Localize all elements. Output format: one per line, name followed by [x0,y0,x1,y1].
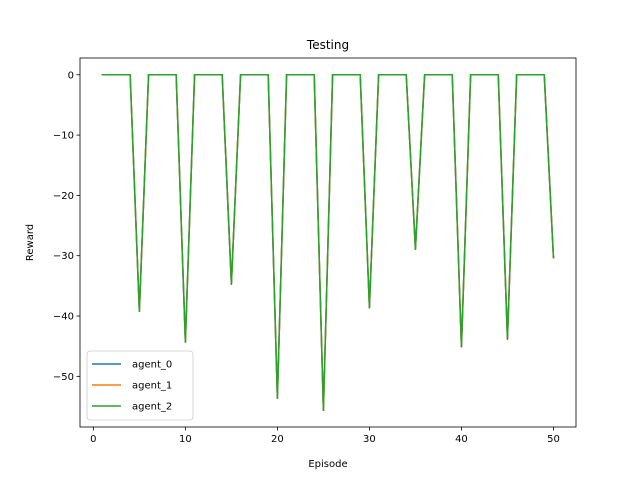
data-point-agent_2-16 [239,74,242,76]
x-axis: 0 10 20 30 40 50 [90,427,560,445]
legend: agent_0 agent_1 agent_2 [86,350,194,421]
data-point-agent_2-5 [138,310,141,312]
data-point-agent_2-18 [258,74,260,76]
data-point-agent_2-17 [249,74,251,76]
chart-title: Testing [306,38,349,52]
data-point-agent_2-30 [368,306,371,309]
data-point-agent_2-1 [101,74,104,76]
data-point-agent_2-38 [442,74,444,76]
data-point-agent_2-27 [341,74,343,76]
data-point-agent_2-20 [276,397,279,399]
x-tick-label: 0 [90,434,96,445]
data-point-agent_2-33 [396,74,398,76]
legend-box [86,350,194,421]
y-tick-label: 0 [68,70,74,81]
data-point-agent_2-49 [543,74,545,76]
data-point-agent_2-9 [175,74,177,76]
series-layer [101,74,555,411]
data-point-agent_2-7 [157,74,159,76]
legend-label-agent_2: agent_2 [132,402,172,413]
legend-entries: agent_0 agent_1 agent_2 [92,360,172,413]
data-point-agent_2-31 [377,74,380,76]
data-point-agent_2-47 [525,74,527,76]
data-point-agent_2-23 [304,74,306,76]
data-point-agent_2-2 [111,74,113,76]
data-point-agent_2-12 [203,74,205,76]
data-point-agent_2-25 [322,409,325,411]
data-point-agent_2-26 [331,74,334,76]
x-tick-label: 10 [179,434,192,445]
x-tick-label: 20 [271,434,284,445]
data-point-agent_2-13 [212,74,214,76]
data-point-agent_2-32 [387,74,389,76]
data-point-agent_2-4 [129,74,131,76]
data-point-agent_2-43 [488,74,490,76]
data-point-agent_2-28 [350,74,352,76]
data-point-agent_2-50 [552,256,555,259]
data-point-agent_2-35 [414,248,417,250]
y-axis: 0 −10 −20 −30 −40 −50 [53,70,80,383]
x-tick-label: 50 [547,434,560,445]
data-point-agent_2-8 [166,74,168,76]
data-point-agent_2-29 [359,74,361,76]
y-tick-label: −10 [53,131,74,142]
data-point-agent_2-3 [120,74,122,76]
data-point-agent_2-45 [506,338,509,340]
data-point-agent_2-19 [267,74,269,76]
plot-frame [79,57,577,428]
data-point-agent_2-46 [515,74,518,76]
series-line-agent_2 [101,74,555,411]
data-point-agent_2-14 [221,74,223,76]
data-point-agent_2-40 [460,346,463,348]
data-point-agent_2-44 [497,74,499,76]
y-tick-label: −30 [53,251,74,262]
data-point-agent_2-42 [479,74,481,76]
data-point-agent_2-15 [230,283,233,285]
legend-label-agent_0: agent_0 [132,360,172,371]
data-point-agent_2-22 [295,74,297,76]
data-point-agent_2-36 [423,74,426,76]
x-tick-label: 40 [455,434,468,445]
data-point-agent_2-37 [433,74,435,76]
y-tick-label: −50 [53,372,74,383]
data-point-agent_2-41 [469,74,472,76]
data-point-agent_2-39 [451,74,453,76]
data-point-agent_2-11 [193,74,196,76]
data-point-agent_2-34 [405,74,407,76]
y-tick-label: −20 [53,191,74,202]
data-point-agent_2-21 [285,74,288,76]
data-point-agent_2-10 [184,341,187,343]
data-point-agent_2-24 [313,74,315,76]
x-axis-title: Episode [308,459,347,470]
x-tick-label: 30 [363,434,376,445]
legend-label-agent_1: agent_1 [132,381,172,392]
y-axis-title: Reward [25,224,36,261]
data-point-agent_2-48 [534,74,536,76]
y-tick-label: −40 [53,312,74,323]
data-point-agent_2-6 [147,74,150,76]
